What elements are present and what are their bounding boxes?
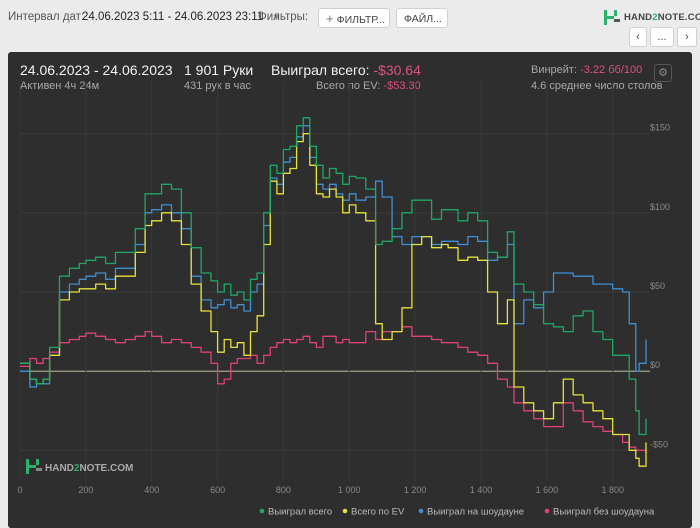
legend-label-1[interactable]: Всего по EV — [351, 507, 405, 518]
y-tick-label: -$50 — [650, 439, 668, 449]
chevron-down-icon[interactable]: ▼ — [272, 12, 281, 22]
logo-text-3: NOTE.COM — [657, 11, 700, 23]
legend-marker-0 — [259, 508, 265, 514]
series-line-2 — [20, 125, 647, 388]
x-tick-label: 600 — [210, 485, 225, 495]
x-tick-label: 800 — [276, 485, 291, 495]
ev-value: -$53.30 — [383, 80, 421, 92]
nav-prev-button[interactable]: ‹ — [629, 27, 647, 47]
top-toolbar: Интервал дат: 24.06.2023 5:11 - 24.06.20… — [0, 0, 700, 52]
avg-tables: 4.6 среднее число столов — [531, 80, 663, 92]
y-tick-label: $0 — [650, 360, 660, 370]
y-axis-ticks: $150 $100 $50 $0 -$50 — [650, 123, 670, 450]
date-range: 24.06.2023 - 24.06.2023 — [20, 62, 173, 78]
logo-mark-icon — [604, 9, 620, 25]
legend-label-2[interactable]: Выиграл на шоудауне — [427, 507, 524, 518]
plus-icon: + — [326, 11, 334, 26]
legend-marker-3 — [544, 508, 550, 514]
file-button[interactable]: ФАЙЛ... — [396, 8, 448, 28]
gear-icon[interactable]: ⚙ — [654, 64, 672, 82]
chart-watermark: HAND2NOTE.COM — [26, 459, 133, 474]
logo-text-1: HAND — [624, 11, 653, 23]
x-axis-ticks: 0 200 400 600 800 1 000 1 200 1 400 1 600 1 800 — [17, 485, 624, 495]
x-tick-label: 400 — [144, 485, 159, 495]
x-tick-label: 1 600 — [536, 485, 559, 495]
chart-grid — [19, 82, 650, 482]
won-total: Выиграл всего: -$30.64 — [271, 62, 421, 78]
ev-label: Всего по EV: — [316, 80, 381, 92]
file-button-label: ФАЙЛ... — [404, 13, 442, 25]
interval-value[interactable]: 24.06.2023 5:11 - 24.06.2023 23:11 — [82, 11, 264, 23]
ev-total: Всего по EV: -$53.30 — [316, 80, 421, 92]
active-time: Активен 4ч 24м — [20, 80, 100, 92]
nav-more-button[interactable]: ... — [650, 27, 674, 47]
interval-label: Интервал дат: — [8, 11, 85, 23]
legend-label-0[interactable]: Выиграл всего — [268, 507, 332, 518]
logo-text-2: 2 — [652, 11, 658, 23]
x-tick-label: 0 — [17, 485, 22, 495]
filter-button[interactable]: + ФИЛЬТР... — [318, 8, 390, 28]
y-tick-label: $150 — [650, 123, 670, 133]
watermark-text-1: HAND — [45, 463, 74, 474]
x-tick-label: 200 — [78, 485, 93, 495]
chart-legend: Выиграл всего Всего по EV Выиграл на шоуда… — [259, 507, 655, 518]
legend-marker-1 — [342, 508, 348, 514]
filters-label: Фильтры: — [258, 11, 309, 23]
winrate-value: -3.22 бб/100 — [580, 64, 643, 76]
won-value: -$30.64 — [373, 62, 421, 78]
series-line-0 — [20, 117, 647, 436]
watermark-text-2: 2 — [74, 463, 80, 474]
y-tick-label: $50 — [650, 281, 665, 291]
nav-next-button[interactable]: › — [677, 27, 697, 47]
won-label: Выиграл всего: — [271, 62, 370, 78]
graph-panel — [8, 52, 692, 528]
x-tick-label: 1 000 — [338, 485, 361, 495]
brand-logo: HAND2NOTE.COM — [603, 8, 700, 26]
x-tick-label: 1 800 — [601, 485, 624, 495]
legend-label-3[interactable]: Выиграл без шоудауна — [553, 507, 655, 518]
series-line-3 — [20, 326, 647, 454]
winrate: Винрейт: -3.22 бб/100 — [531, 64, 642, 76]
legend-marker-2 — [418, 508, 424, 514]
x-tick-label: 1 200 — [404, 485, 427, 495]
watermark-text-3: NOTE.COM — [79, 463, 133, 474]
hands-count: 1 901 Руки — [184, 62, 254, 78]
svg-text:HAND2NOTE.COM: HAND2NOTE.COM — [45, 463, 133, 474]
y-tick-label: $100 — [650, 202, 670, 212]
winrate-label: Винрейт: — [531, 64, 578, 76]
filter-button-label: ФИЛЬТР... — [336, 14, 386, 26]
chart-series — [20, 117, 647, 467]
x-tick-label: 1 400 — [470, 485, 493, 495]
series-line-1 — [20, 133, 647, 467]
